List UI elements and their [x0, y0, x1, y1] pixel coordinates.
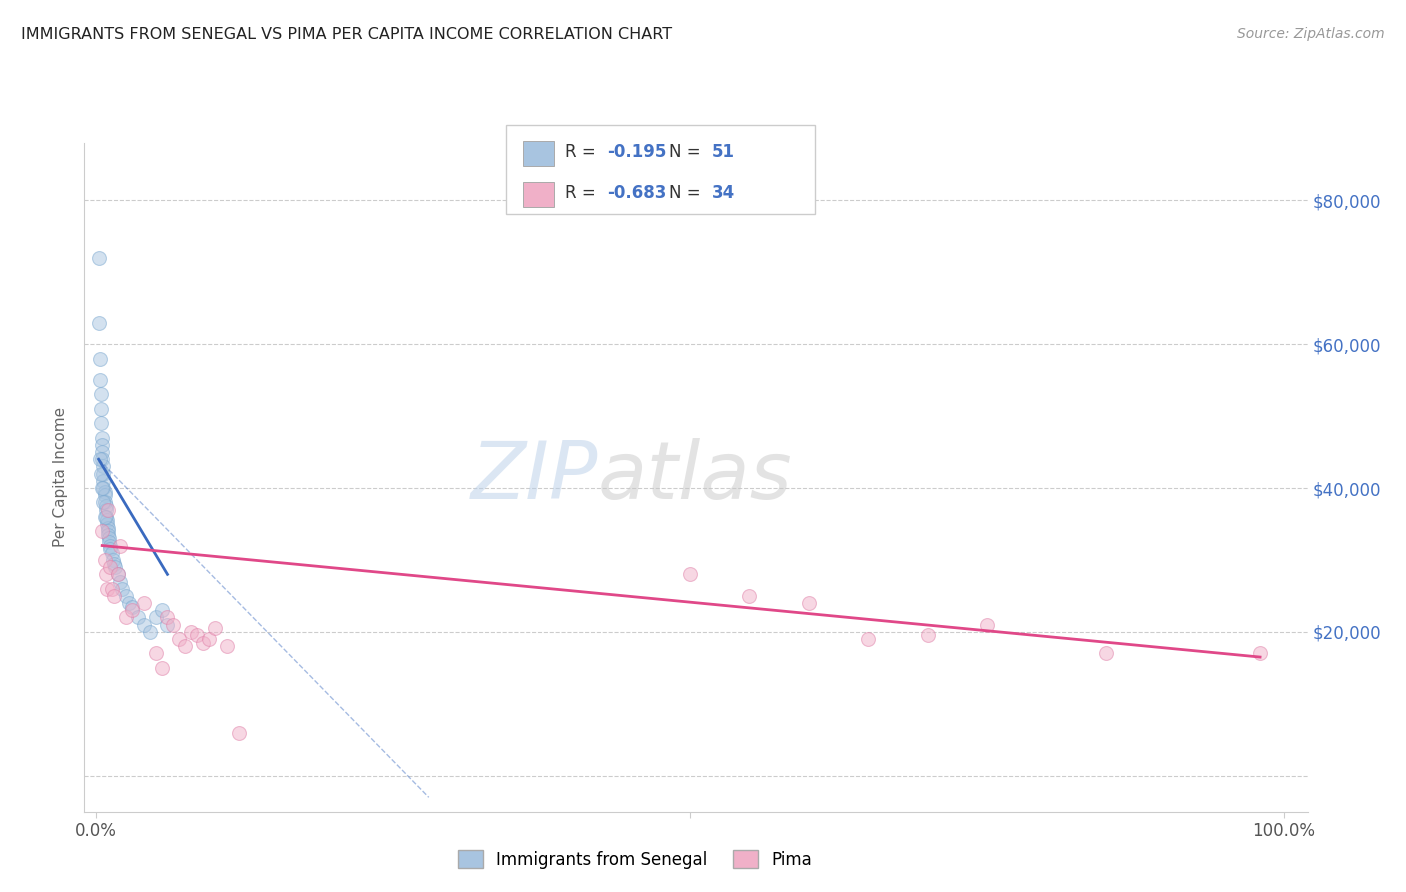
Point — [94, 499, 117, 513]
Point — [162, 617, 184, 632]
Point — [121, 603, 143, 617]
Point — [111, 582, 134, 596]
Point — [97, 528, 120, 542]
Point — [145, 610, 167, 624]
Point — [180, 624, 202, 639]
Point — [103, 557, 125, 571]
Point — [115, 589, 138, 603]
Point — [100, 582, 122, 596]
Point — [89, 351, 111, 366]
Point — [169, 632, 191, 646]
Point — [115, 610, 138, 624]
Point — [856, 632, 879, 646]
Text: -0.683: -0.683 — [607, 184, 666, 202]
Point — [204, 621, 226, 635]
Text: Source: ZipAtlas.com: Source: ZipAtlas.com — [1237, 27, 1385, 41]
Point — [98, 532, 121, 546]
Point — [93, 484, 115, 499]
Point — [679, 567, 702, 582]
Text: R =: R = — [565, 184, 602, 202]
Point — [150, 603, 173, 617]
Point — [107, 567, 129, 582]
Text: 34: 34 — [711, 184, 735, 202]
Point — [100, 539, 122, 553]
Point — [132, 596, 155, 610]
Point — [93, 467, 115, 481]
Point — [100, 546, 122, 560]
Point — [93, 495, 115, 509]
Point — [96, 582, 118, 596]
Point — [93, 488, 115, 502]
Point — [215, 640, 238, 654]
Point — [976, 617, 998, 632]
Point — [121, 599, 143, 614]
Point — [90, 401, 112, 416]
Point — [107, 567, 129, 582]
Point — [917, 628, 939, 642]
Point — [228, 725, 250, 739]
Point — [138, 624, 160, 639]
Text: N =: N = — [669, 184, 706, 202]
Point — [198, 632, 221, 646]
Point — [91, 452, 114, 467]
Point — [103, 589, 125, 603]
Point — [94, 502, 117, 516]
Point — [91, 445, 114, 459]
Point — [156, 617, 179, 632]
Point — [90, 387, 112, 401]
Text: 51: 51 — [711, 143, 734, 161]
Point — [97, 520, 120, 534]
Text: atlas: atlas — [598, 438, 793, 516]
Point — [98, 535, 121, 549]
Point — [101, 553, 124, 567]
Text: -0.195: -0.195 — [607, 143, 666, 161]
Point — [96, 516, 118, 531]
Point — [108, 574, 131, 589]
Point — [91, 524, 114, 538]
Text: IMMIGRANTS FROM SENEGAL VS PIMA PER CAPITA INCOME CORRELATION CHART: IMMIGRANTS FROM SENEGAL VS PIMA PER CAPI… — [21, 27, 672, 42]
Point — [94, 509, 117, 524]
Point — [89, 452, 111, 467]
Point — [91, 431, 114, 445]
Point — [100, 560, 122, 574]
Point — [93, 459, 115, 474]
Point — [90, 417, 112, 431]
Point — [132, 617, 155, 632]
Point — [186, 628, 208, 642]
Text: ZIP: ZIP — [471, 438, 598, 516]
Point — [97, 502, 120, 516]
Point — [94, 567, 117, 582]
Point — [1249, 647, 1271, 661]
Point — [156, 610, 179, 624]
Point — [191, 635, 214, 649]
Text: R =: R = — [565, 143, 602, 161]
Point — [145, 647, 167, 661]
Point — [91, 438, 114, 452]
Y-axis label: Per Capita Income: Per Capita Income — [53, 407, 69, 548]
Point — [118, 596, 141, 610]
Point — [1094, 647, 1116, 661]
Text: N =: N = — [669, 143, 706, 161]
Point — [108, 539, 131, 553]
Point — [93, 509, 115, 524]
Point — [174, 640, 197, 654]
Point — [90, 467, 112, 481]
Point — [87, 251, 110, 265]
Point — [91, 481, 114, 495]
Point — [150, 661, 173, 675]
Point — [87, 316, 110, 330]
Point — [93, 495, 115, 509]
Point — [93, 481, 115, 495]
Point — [97, 524, 120, 538]
Point — [93, 474, 115, 488]
Point — [127, 610, 149, 624]
Point — [96, 513, 118, 527]
Point — [100, 542, 122, 557]
Point — [89, 373, 111, 387]
Point — [93, 553, 115, 567]
Point — [797, 596, 820, 610]
Point — [738, 589, 761, 603]
Legend: Immigrants from Senegal, Pima: Immigrants from Senegal, Pima — [450, 842, 820, 877]
Point — [104, 560, 127, 574]
